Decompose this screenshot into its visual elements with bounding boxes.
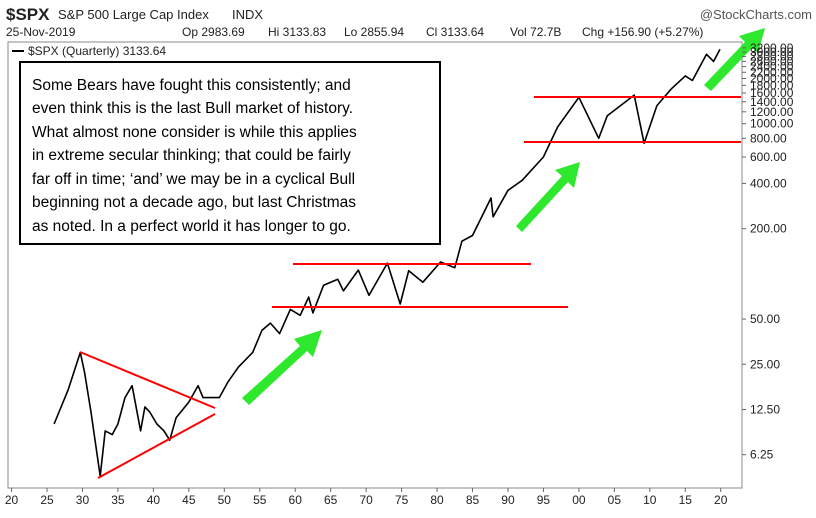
source: @StockCharts.com — [700, 7, 812, 22]
x-tick-label: 45 — [182, 493, 196, 507]
trend-lines — [79, 96, 741, 479]
annotation: far off in time; ‘and’ we may be in a cy… — [32, 171, 355, 188]
legend-label: $SPX (Quarterly) 3133.64 — [28, 44, 166, 58]
y-tick-label: 2600.00 — [750, 54, 794, 68]
date: 25-Nov-2019 — [6, 25, 76, 39]
chart-title: $SPX — [6, 5, 50, 24]
x-tick-label: 70 — [359, 493, 373, 507]
x-tick-label: 50 — [218, 493, 232, 507]
x-tick-label: 90 — [501, 493, 515, 507]
x-tick-label: 20 — [5, 493, 19, 507]
y-tick-label: 2200.00 — [750, 65, 794, 79]
y-tick-label: 2000.00 — [750, 71, 794, 85]
x-tick-label: 15 — [679, 493, 693, 507]
x-tick-label: 00 — [572, 493, 586, 507]
arrows — [242, 28, 765, 405]
x-tick-label: 60 — [289, 493, 303, 507]
y-tick-label: 1600.00 — [750, 86, 794, 100]
y-tick-label: 800.00 — [750, 131, 787, 145]
annotation-box — [19, 61, 441, 245]
annotation: Some Bears have fought this consistently… — [32, 77, 351, 94]
annotation: as noted. In a perfect world it has long… — [32, 218, 351, 235]
annotation: in extreme secular thinking; that could … — [32, 147, 351, 164]
y-tick-label: 1400.00 — [750, 95, 794, 109]
x-tick-label: 35 — [111, 493, 125, 507]
price-line — [53, 48, 721, 477]
y-tick-label: 600.00 — [750, 150, 787, 164]
y-tick-label: 3200.00 — [750, 41, 794, 55]
y-tick-label: 200.00 — [750, 222, 787, 236]
x-tick-label: 05 — [608, 493, 622, 507]
stat: Op 2983.69 — [182, 25, 245, 39]
y-tick-label: 1000.00 — [750, 117, 794, 131]
y-tick-label: 1200.00 — [750, 105, 794, 119]
y-tick-label: 2400.00 — [750, 60, 794, 74]
y-tick-label: 12.50 — [750, 402, 780, 416]
x-tick-label: 20 — [714, 493, 728, 507]
y-tick-label: 2800.00 — [750, 50, 794, 64]
x-tick-label: 25 — [40, 493, 54, 507]
x-tick-label: 85 — [466, 493, 480, 507]
exchange: INDX — [232, 7, 263, 22]
stat: Lo 2855.94 — [344, 25, 404, 39]
subtitle: S&P 500 Large Cap Index — [58, 7, 209, 22]
x-tick-label: 80 — [430, 493, 444, 507]
y-tick-label: 1800.00 — [750, 78, 794, 92]
x-tick-label: 55 — [253, 493, 267, 507]
stat: Cl 3133.64 — [426, 25, 484, 39]
y-tick-label: 50.00 — [750, 312, 780, 326]
plot-frame — [7, 41, 743, 489]
y-tick-label: 25.00 — [750, 357, 780, 371]
x-tick-label: 95 — [537, 493, 551, 507]
x-tick-label: 30 — [76, 493, 90, 507]
stat: Vol 72.7B — [510, 25, 561, 39]
x-tick-label: 40 — [147, 493, 161, 507]
x-tick-label: 65 — [324, 493, 338, 507]
annotation: even think this is the last Bull market … — [32, 100, 353, 117]
y-tick-label: 3000.00 — [750, 45, 794, 59]
stat: Chg +156.90 (+5.27%) — [582, 25, 703, 39]
stat: Hi 3133.83 — [268, 25, 326, 39]
annotation: What almost none consider is while this … — [32, 124, 357, 141]
y-tick-label: 6.25 — [750, 448, 774, 462]
y-tick-label: 400.00 — [750, 176, 787, 190]
x-tick-label: 10 — [643, 493, 657, 507]
x-tick-label: 75 — [395, 493, 409, 507]
annotation: beginning not a decade ago, but last Chr… — [32, 194, 356, 211]
